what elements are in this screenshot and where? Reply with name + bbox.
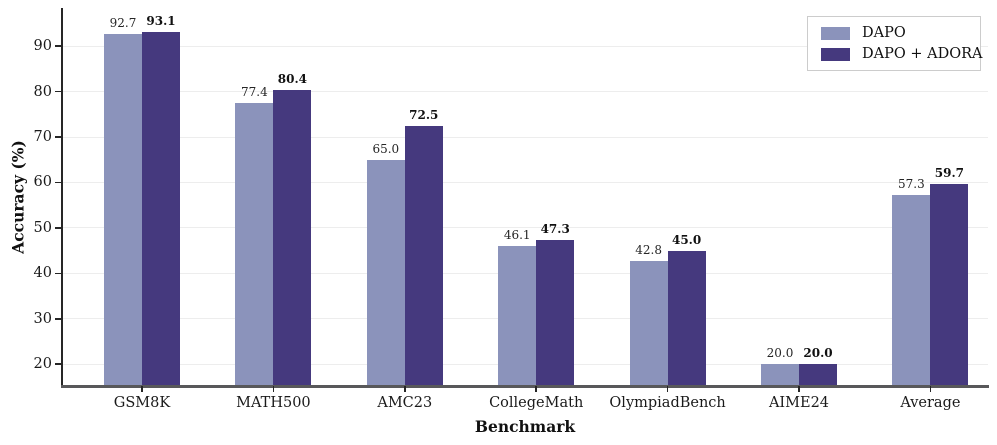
bar-value-label: 59.7 [934, 165, 965, 180]
y-tick-label-90: 90 [33, 38, 52, 55]
bar-dapo-collegemath [498, 245, 537, 386]
x-tick-label-math500: MATH500 [236, 395, 311, 411]
bar-value-label: 57.3 [898, 176, 925, 191]
bar-dapo-gsm8k [104, 33, 142, 386]
y-axis-line [61, 8, 63, 386]
bar-dapo-math500 [235, 103, 274, 386]
y-tick-mark-30 [55, 318, 61, 320]
x-tick-mark-olympiadbench [666, 386, 669, 392]
bar-value-label: 45.0 [671, 232, 702, 247]
bar-dapo-olympiadbench [629, 260, 668, 386]
x-axis-line [61, 385, 989, 388]
y-tick-label-20: 20 [33, 356, 52, 373]
y-tick-label-40: 40 [33, 265, 52, 282]
plot-area: 92.7 93.1 77.4 80.4 65.0 72.5 46.1 47.3 42.8 45.0… [62, 8, 988, 386]
y-tick-label-60: 60 [33, 174, 52, 191]
bar-value-label: 20.0 [766, 346, 794, 361]
bar-value-label: 42.8 [635, 242, 662, 257]
x-tick-mark-collegemath [535, 386, 537, 392]
x-tick-label-average: Average [900, 395, 961, 411]
bar-value-label: 46.1 [503, 227, 531, 242]
y-tick-mark-80 [55, 90, 61, 93]
y-tick-label-70: 70 [33, 129, 52, 146]
gridline-90 [62, 45, 988, 47]
y-tick-label-30: 30 [33, 310, 52, 327]
y-tick-mark-50 [55, 227, 61, 229]
bar-dapo-adora-gsm8k [142, 32, 180, 386]
bar-value-label: 72.5 [409, 107, 439, 122]
bar-value-label: 80.4 [277, 71, 308, 86]
legend-swatch-icon [821, 26, 850, 40]
gridline-80 [62, 91, 988, 93]
bar-value-label: 65.0 [372, 141, 400, 156]
legend-item-dapo-adora: DAPO + ADORA [821, 46, 982, 62]
legend: DAPO DAPO + ADORA [807, 16, 982, 71]
y-axis-title: Accuracy (%) [8, 140, 28, 254]
bar-value-label: 47.3 [540, 222, 570, 237]
x-tick-label-collegemath: CollegeMath [489, 395, 584, 411]
bar-dapo-amc23 [366, 159, 405, 386]
bar-dapo-aime24 [761, 364, 799, 386]
bar-dapo-average [892, 194, 931, 386]
x-tick-mark-amc23 [404, 386, 406, 392]
legend-swatch-icon [821, 47, 850, 61]
bar-value-label: 92.7 [109, 15, 137, 30]
x-tick-label-amc23: AMC23 [377, 395, 433, 411]
bar-value-label: 20.0 [803, 346, 833, 361]
bar-value-label: 93.1 [146, 14, 176, 29]
bar-dapo-adora-math500 [273, 89, 312, 386]
legend-label: DAPO [862, 25, 906, 41]
bar-dapo-adora-average [930, 183, 969, 386]
y-tick-mark-20 [55, 363, 61, 365]
gridline-70 [62, 136, 988, 138]
x-tick-label-aime24: AIME24 [768, 395, 830, 411]
x-tick-mark-aime24 [798, 386, 800, 392]
bar-dapo-adora-olympiadbench [667, 250, 706, 386]
y-tick-mark-70 [55, 136, 61, 138]
bar-dapo-adora-amc23 [404, 125, 443, 386]
x-tick-mark-math500 [272, 386, 275, 392]
x-tick-label-olympiadbench: OlympiadBench [609, 395, 726, 411]
bar-dapo-adora-aime24 [799, 364, 837, 386]
y-tick-mark-40 [55, 272, 61, 275]
legend-label: DAPO + ADORA [862, 46, 983, 62]
x-axis-title: Benchmark [474, 417, 576, 436]
y-tick-mark-90 [55, 45, 61, 47]
x-tick-mark-gsm8k [141, 386, 143, 392]
x-tick-label-gsm8k: GSM8K [113, 395, 171, 411]
legend-item-dapo: DAPO [821, 25, 968, 41]
y-tick-label-80: 80 [33, 83, 52, 100]
y-tick-label-50: 50 [33, 219, 52, 236]
gridline-60 [62, 181, 988, 183]
bar-value-label: 77.4 [241, 85, 268, 100]
gridline-50 [62, 227, 988, 229]
y-tick-mark-60 [55, 181, 61, 184]
x-tick-mark-average [929, 386, 932, 392]
bar-dapo-adora-collegemath [536, 240, 575, 386]
